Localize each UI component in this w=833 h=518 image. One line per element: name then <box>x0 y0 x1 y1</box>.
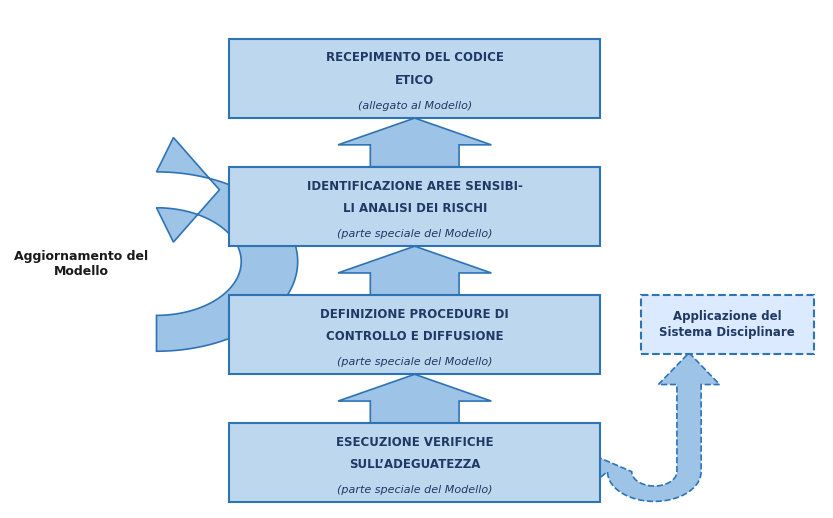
Polygon shape <box>338 375 491 423</box>
Polygon shape <box>157 138 297 351</box>
FancyBboxPatch shape <box>229 295 601 375</box>
Text: LI ANALISI DEI RISCHI: LI ANALISI DEI RISCHI <box>342 202 486 215</box>
Polygon shape <box>338 246 491 295</box>
Text: (parte speciale del Modello): (parte speciale del Modello) <box>337 485 492 495</box>
FancyBboxPatch shape <box>641 295 814 354</box>
Text: (parte speciale del Modello): (parte speciale del Modello) <box>337 229 492 239</box>
Text: IDENTIFICAZIONE AREE SENSIBI-: IDENTIFICAZIONE AREE SENSIBI- <box>307 180 522 193</box>
Polygon shape <box>579 353 720 501</box>
Text: SULL’ADEGUATEZZA: SULL’ADEGUATEZZA <box>349 458 481 471</box>
FancyBboxPatch shape <box>229 167 601 246</box>
Text: (parte speciale del Modello): (parte speciale del Modello) <box>337 357 492 367</box>
Text: Applicazione del: Applicazione del <box>673 310 781 323</box>
Text: RECEPIMENTO DEL CODICE: RECEPIMENTO DEL CODICE <box>326 51 504 64</box>
Text: ESECUZIONE VERIFICHE: ESECUZIONE VERIFICHE <box>336 436 493 449</box>
FancyBboxPatch shape <box>229 39 601 118</box>
Text: DEFINIZIONE PROCEDURE DI: DEFINIZIONE PROCEDURE DI <box>321 308 509 321</box>
Text: Sistema Disciplinare: Sistema Disciplinare <box>660 326 796 339</box>
Polygon shape <box>338 118 491 167</box>
Text: (allegato al Modello): (allegato al Modello) <box>357 100 471 111</box>
Text: ETICO: ETICO <box>395 74 434 87</box>
FancyBboxPatch shape <box>229 423 601 502</box>
Text: Aggiornamento del
Modello: Aggiornamento del Modello <box>14 250 148 278</box>
Text: CONTROLLO E DIFFUSIONE: CONTROLLO E DIFFUSIONE <box>326 330 503 343</box>
